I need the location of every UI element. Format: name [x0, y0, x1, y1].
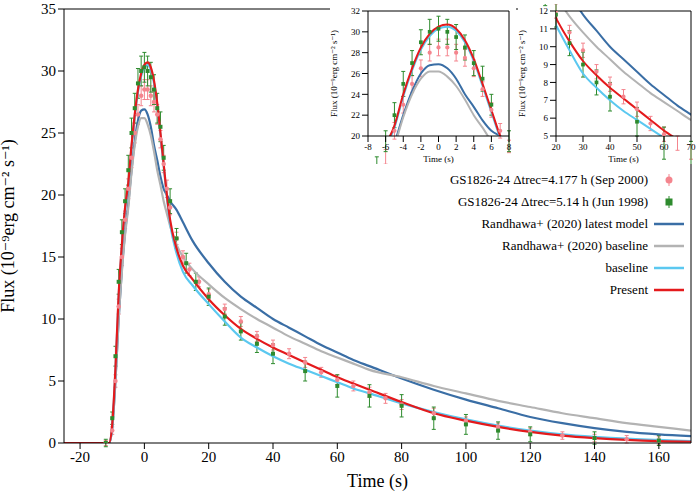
svg-text:Time (s): Time (s) — [608, 154, 638, 164]
svg-text:5: 5 — [544, 131, 549, 141]
svg-text:10: 10 — [539, 42, 549, 52]
svg-text:-8: -8 — [364, 142, 372, 152]
svg-text:140: 140 — [583, 449, 606, 465]
svg-text:9: 9 — [544, 60, 549, 70]
svg-text:30: 30 — [351, 27, 361, 37]
html-text:GS1826-24 Δtrec=5.14 h (Jun 19: GS1826-24 Δtrec=5.14 h (Jun 1998) — [457, 194, 648, 209]
svg-text:25: 25 — [41, 125, 56, 141]
svg-text:15: 15 — [41, 249, 56, 265]
svg-text:35: 35 — [41, 1, 56, 17]
svg-text:6: 6 — [544, 113, 549, 123]
svg-text:20: 20 — [351, 131, 361, 141]
svg-text:40: 40 — [606, 142, 616, 152]
svg-text:Flux (10⁻⁹erg cm⁻² s⁻¹): Flux (10⁻⁹erg cm⁻² s⁻¹) — [8, 139, 19, 313]
svg-text:26: 26 — [351, 69, 361, 79]
html-text:Randhawa+ (2020) baseline: Randhawa+ (2020) baseline — [502, 238, 648, 253]
svg-text:6: 6 — [489, 142, 494, 152]
svg-text:8: 8 — [507, 142, 512, 152]
svg-text:7: 7 — [544, 95, 549, 105]
svg-text:24: 24 — [351, 90, 361, 100]
svg-text:0: 0 — [436, 142, 441, 152]
svg-text:2: 2 — [454, 142, 459, 152]
svg-text:0: 0 — [49, 435, 57, 451]
svg-text:11: 11 — [539, 24, 548, 34]
svg-text:-20: -20 — [70, 449, 90, 465]
html-text:Randhawa+ (2020) latest model: Randhawa+ (2020) latest model — [481, 216, 648, 231]
svg-text:Time (s): Time (s) — [423, 154, 453, 164]
svg-text:-6: -6 — [382, 142, 390, 152]
svg-text:40: 40 — [266, 449, 281, 465]
html-text:GS1826-24 Δtrec=4.177 h (Sep 2: GS1826-24 Δtrec=4.177 h (Sep 2000) — [450, 172, 648, 187]
svg-text:12: 12 — [539, 6, 548, 16]
svg-text:28: 28 — [351, 48, 361, 58]
svg-text:20: 20 — [41, 187, 56, 203]
svg-text:5: 5 — [49, 373, 57, 389]
svg-text:60: 60 — [330, 449, 345, 465]
svg-text:8: 8 — [544, 78, 549, 88]
html-text:baseline: baseline — [605, 260, 648, 275]
svg-text:100: 100 — [455, 449, 478, 465]
svg-text:120: 120 — [519, 449, 542, 465]
svg-text:32: 32 — [351, 6, 360, 16]
svg-text:160: 160 — [648, 449, 671, 465]
svg-text:4: 4 — [472, 142, 477, 152]
svg-text:20: 20 — [201, 449, 216, 465]
svg-text:60: 60 — [660, 142, 670, 152]
svg-text:22: 22 — [351, 110, 360, 120]
svg-text:50: 50 — [633, 142, 643, 152]
svg-text:Flux (10⁻⁹erg cm⁻² s⁻¹): Flux (10⁻⁹erg cm⁻² s⁻¹) — [330, 30, 339, 117]
svg-text:30: 30 — [579, 142, 589, 152]
svg-text:30: 30 — [41, 63, 56, 79]
svg-text:-4: -4 — [400, 142, 408, 152]
svg-text:70: 70 — [687, 142, 693, 152]
html-text:Present: Present — [609, 282, 648, 297]
svg-text:Flux (10⁻⁹erg cm⁻² s⁻¹): Flux (10⁻⁹erg cm⁻² s⁻¹) — [518, 30, 527, 117]
svg-text:80: 80 — [394, 449, 409, 465]
svg-text:0: 0 — [141, 449, 149, 465]
svg-text:Time (s): Time (s) — [347, 471, 408, 491]
svg-text:10: 10 — [41, 311, 56, 327]
svg-text:-2: -2 — [417, 142, 425, 152]
svg-text:20: 20 — [552, 142, 562, 152]
